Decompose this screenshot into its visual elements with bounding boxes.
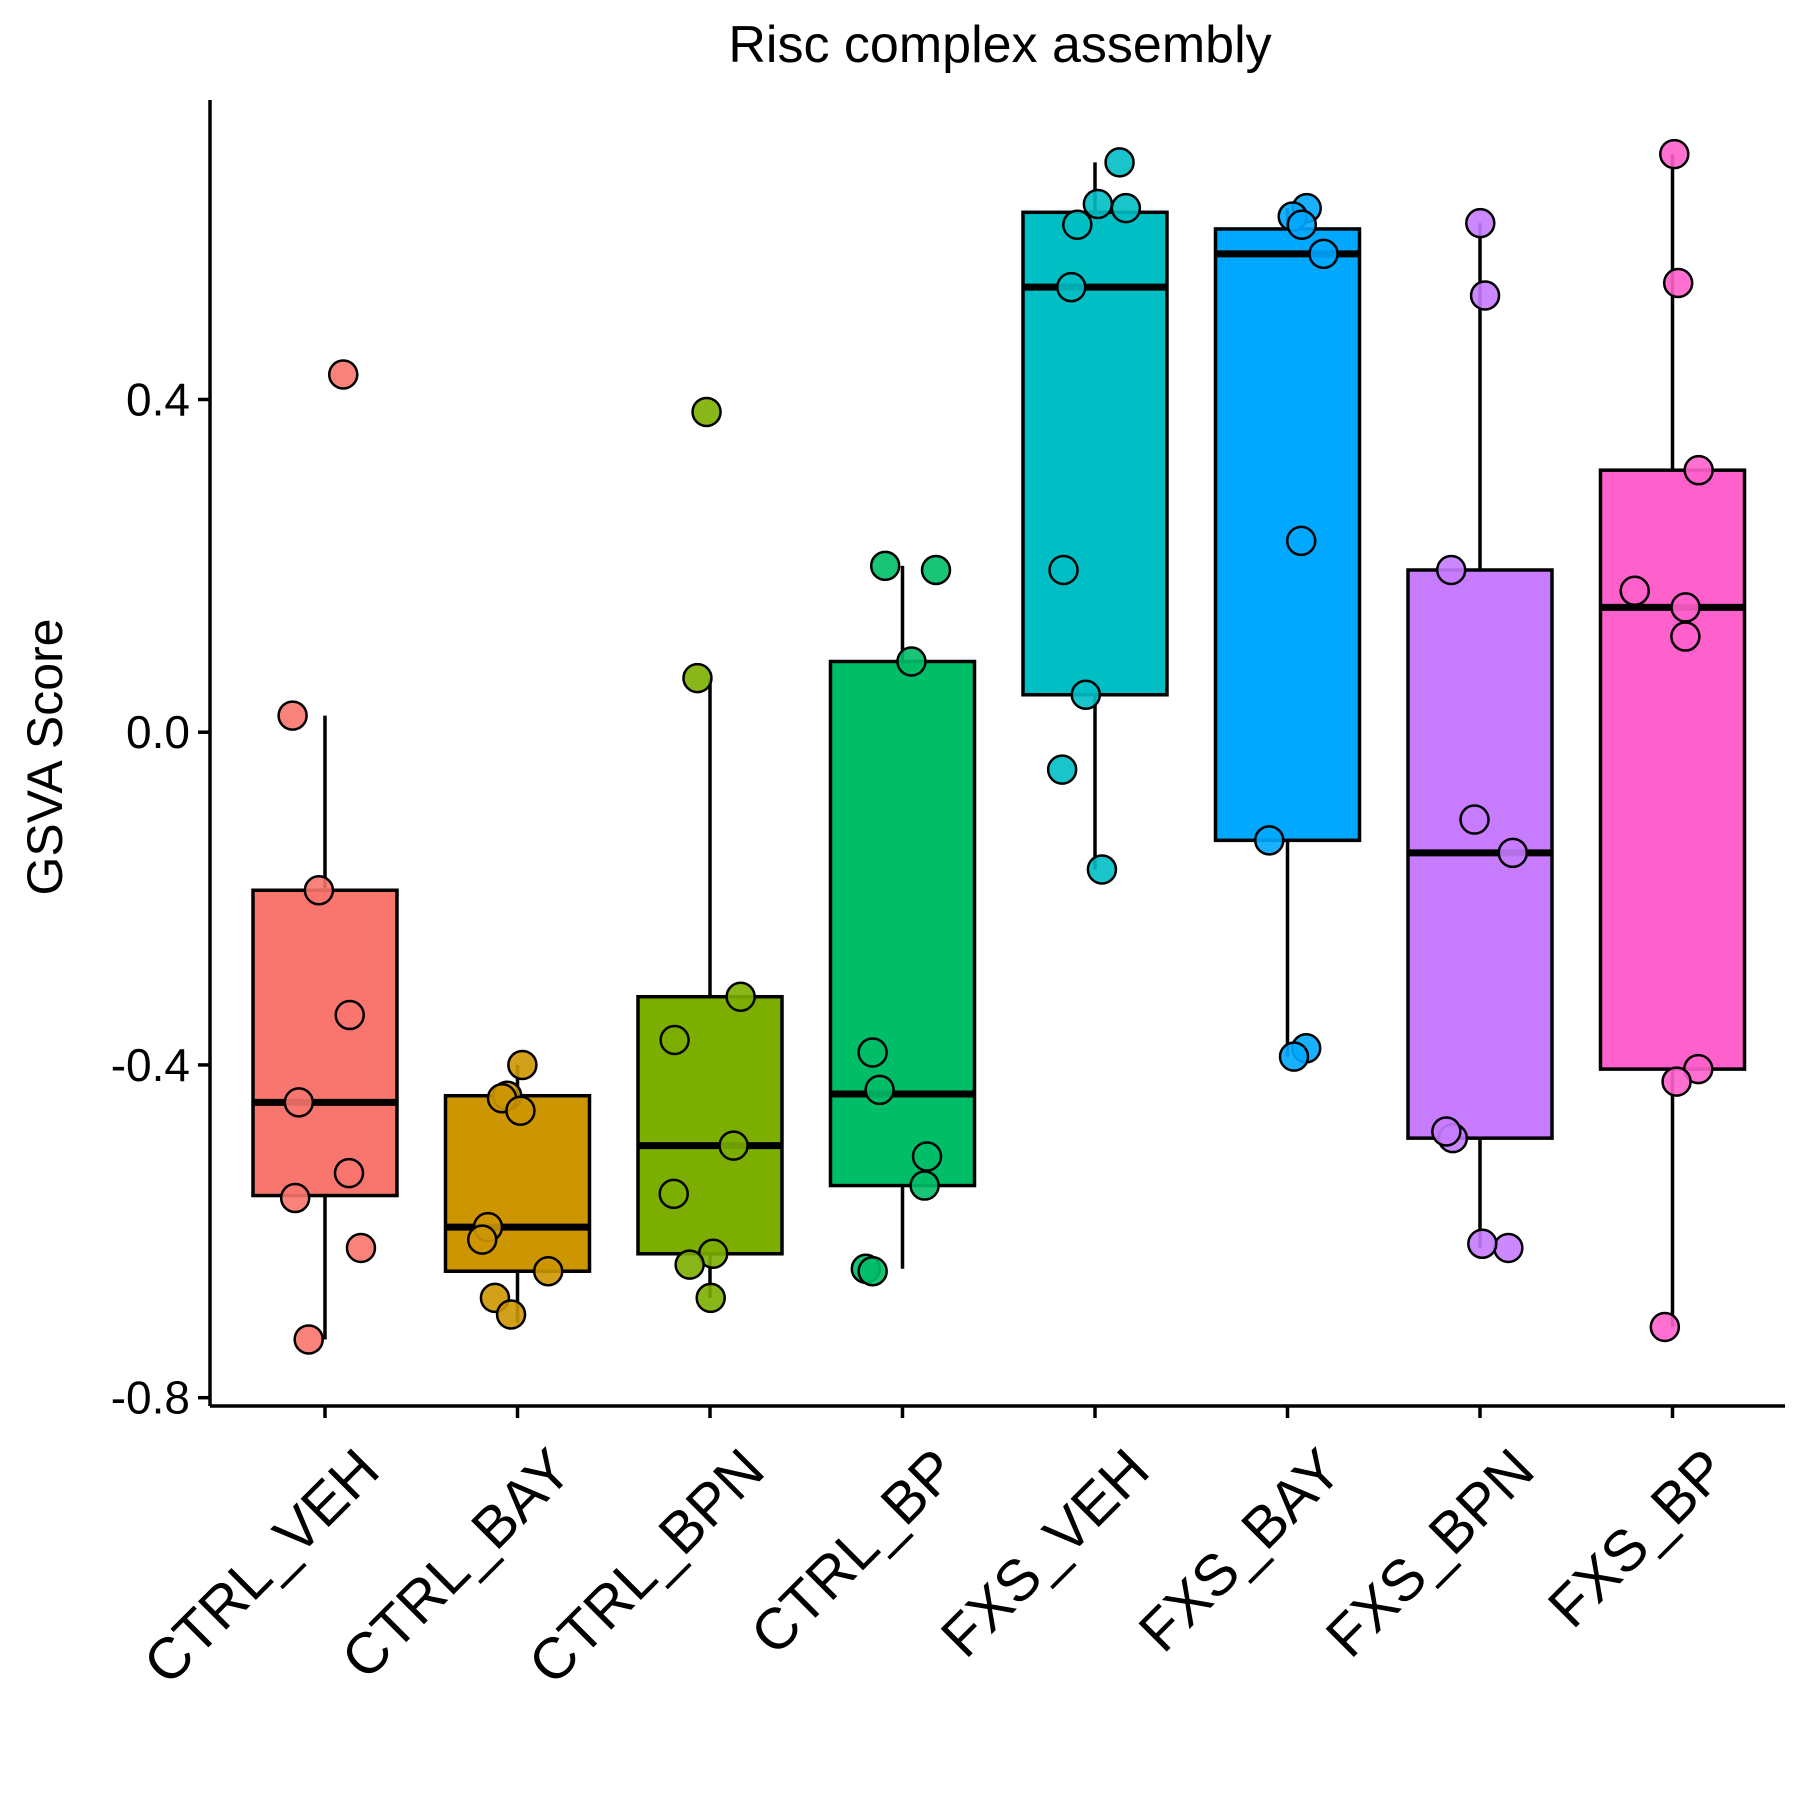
- y-tick-label: -0.4: [111, 1039, 190, 1091]
- data-point: [1056, 271, 1087, 303]
- box-group-ctrl-bay: [443, 1049, 592, 1330]
- data-point: [857, 1255, 888, 1287]
- data-point: [1670, 621, 1701, 652]
- data-point: [279, 1182, 311, 1214]
- data-point: [911, 1141, 943, 1172]
- data-point: [283, 1087, 315, 1118]
- data-point: [1493, 1232, 1524, 1264]
- x-tick-label: FXS_BP: [1536, 1437, 1739, 1640]
- data-point: [1308, 238, 1339, 270]
- y-tick-label: 0.0: [126, 706, 190, 758]
- y-tick-label: -0.8: [111, 1372, 190, 1424]
- data-point: [1253, 825, 1285, 856]
- data-point: [691, 396, 722, 428]
- data-point: [920, 554, 952, 586]
- box: [1598, 468, 1747, 1071]
- data-point: [293, 1324, 324, 1355]
- box-group-ctrl-bpn: [636, 396, 784, 1314]
- data-point: [1048, 554, 1079, 586]
- box-group-ctrl-veh: [251, 359, 399, 1355]
- data-point: [1467, 1228, 1498, 1260]
- data-point: [682, 662, 713, 694]
- data-point: [1104, 147, 1135, 178]
- data-point: [1110, 192, 1142, 224]
- data-point: [495, 1299, 527, 1330]
- data-point: [1278, 1041, 1310, 1072]
- data-point: [1435, 554, 1467, 586]
- data-point: [1649, 1311, 1681, 1343]
- data-point: [333, 1157, 365, 1189]
- data-point: [1670, 592, 1701, 623]
- data-point: [1070, 679, 1102, 711]
- box-group-fxs-veh: [1021, 147, 1169, 885]
- data-point: [1046, 754, 1078, 785]
- data-point: [864, 1074, 895, 1106]
- data-point: [695, 1282, 726, 1314]
- data-point: [1082, 188, 1114, 220]
- data-point: [659, 1024, 690, 1056]
- data-point: [1497, 837, 1529, 869]
- y-axis-label: GSVA Score: [17, 619, 73, 896]
- data-point: [345, 1232, 377, 1264]
- data-point: [334, 999, 365, 1031]
- data-point: [658, 1178, 689, 1210]
- data-point: [869, 550, 901, 582]
- data-point: [909, 1170, 940, 1201]
- data-point: [896, 646, 927, 677]
- data-point: [327, 359, 359, 390]
- box: [251, 888, 399, 1198]
- x-tick-label: FXS_VEH: [929, 1437, 1162, 1670]
- data-point: [1285, 525, 1317, 557]
- chart-title: Risc complex assembly: [728, 16, 1271, 74]
- data-point: [1659, 138, 1690, 170]
- box: [828, 659, 977, 1188]
- data-point: [1062, 209, 1093, 241]
- data-point: [725, 981, 756, 1012]
- data-point: [1662, 267, 1694, 299]
- data-point: [303, 875, 335, 906]
- data-point: [1465, 207, 1496, 239]
- data-point: [1431, 1116, 1462, 1147]
- data-point: [1469, 280, 1501, 311]
- y-tick-label: 0.4: [126, 373, 190, 425]
- data-point: [1286, 209, 1318, 241]
- box-group-fxs-bay: [1213, 192, 1362, 1072]
- data-point: [1086, 854, 1118, 885]
- data-point: [1619, 575, 1650, 607]
- data-point: [507, 1049, 538, 1081]
- box: [1021, 210, 1169, 697]
- box-group-fxs-bp: [1598, 138, 1747, 1343]
- data-point: [674, 1249, 705, 1280]
- data-point: [1661, 1066, 1692, 1097]
- box-group-ctrl-bp: [828, 550, 977, 1287]
- box: [636, 994, 784, 1256]
- data-point: [532, 1255, 564, 1287]
- data-point: [1459, 804, 1490, 835]
- data-point: [466, 1224, 498, 1255]
- plot-area: -0.8-0.40.00.4CTRL_VEHCTRL_BAYCTRL_BPNCT…: [111, 100, 1785, 1697]
- data-point: [1683, 454, 1714, 486]
- data-point: [718, 1130, 749, 1161]
- x-tick-label: CTRL_BP: [739, 1437, 970, 1668]
- data-point: [505, 1095, 536, 1126]
- box-group-fxs-bpn: [1406, 207, 1554, 1264]
- data-point: [277, 700, 308, 731]
- data-point: [857, 1037, 888, 1068]
- x-tick-label: FXS_BPN: [1314, 1437, 1547, 1670]
